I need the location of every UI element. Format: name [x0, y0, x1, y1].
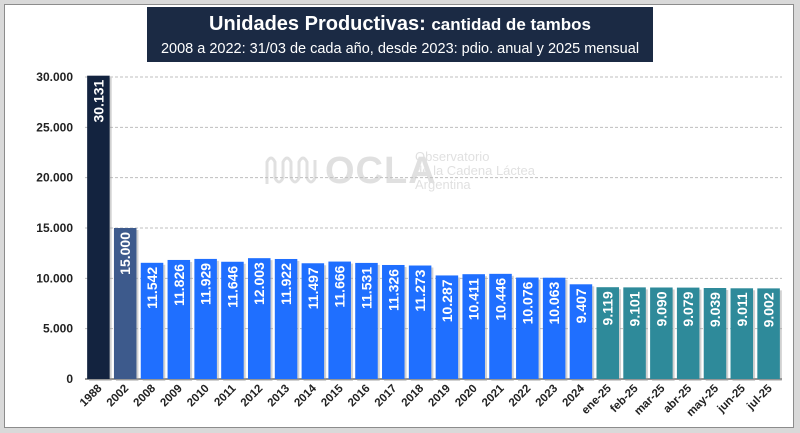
x-tick-label: 2016: [346, 383, 373, 410]
x-tick-label: 1988: [78, 382, 105, 409]
bar-2008: [140, 262, 164, 379]
bar-ene-25: [596, 287, 620, 379]
value-label: 9.101: [627, 291, 643, 326]
value-label: 15.000: [117, 232, 133, 275]
value-label: 9.119: [600, 291, 616, 325]
x-tick-label: 2012: [239, 383, 266, 410]
value-label: 9.011: [734, 292, 750, 326]
x-tick-label: 2021: [480, 382, 507, 409]
bar-2019: [435, 275, 459, 379]
x-tick-label: 2002: [105, 383, 132, 410]
y-tick-label: 5.000: [43, 322, 73, 336]
value-label: 10.076: [519, 281, 535, 324]
y-tick-label: 20.000: [36, 171, 73, 185]
logo-tagline: Observatorio de la Cadena Láctea Argenti…: [415, 150, 535, 192]
value-label: 9.079: [680, 291, 696, 326]
bar-2017: [382, 264, 405, 379]
value-label: 10.446: [493, 278, 509, 321]
value-label: 9.407: [573, 288, 589, 323]
logo-line-1: Observatorio: [415, 149, 490, 164]
value-label: 11.929: [198, 263, 214, 305]
bar-jun-25: [730, 288, 754, 379]
value-label: 12.003: [251, 262, 267, 305]
x-tick-label: mar-25: [632, 382, 668, 418]
y-tick-label: 25.000: [36, 120, 73, 134]
x-tick-label: jul-25: [744, 382, 775, 413]
y-tick-label: 15.000: [36, 221, 73, 235]
x-tick-label: 2011: [212, 382, 239, 409]
bar-2023: [542, 277, 566, 379]
logo-line-3: Argentina: [415, 177, 471, 192]
y-tick-label: 0: [66, 372, 73, 386]
logo-brand: OCLA: [325, 150, 437, 192]
bar-2018: [408, 265, 432, 379]
x-tick-label: 2008: [132, 382, 159, 409]
x-tick-label: 2018: [400, 382, 427, 409]
y-tick-label: 10.000: [36, 271, 73, 285]
bar-2009: [167, 259, 191, 379]
logo-line-2: de la Cadena Láctea: [415, 163, 535, 178]
bar-2013: [274, 258, 298, 379]
bar-2002: [113, 228, 137, 379]
x-tick-label: 2010: [185, 383, 212, 410]
x-tick-label: 2009: [158, 383, 185, 410]
x-tick-label: 2015: [319, 382, 346, 409]
value-label: 9.002: [761, 292, 777, 327]
chart-title-sub: cantidad de tambos: [431, 15, 591, 34]
x-tick-label: 2013: [266, 383, 293, 410]
bar-2021: [489, 273, 512, 379]
bar-2010: [194, 258, 217, 379]
value-label: 11.666: [332, 265, 348, 307]
bar-2012: [247, 258, 271, 379]
ocla-logo: OCLA Observatorio de la Cadena Láctea Ar…: [265, 148, 535, 198]
value-label: 11.497: [305, 267, 321, 309]
bar-2015: [328, 261, 351, 379]
bar-2024: [569, 284, 593, 379]
bar-1988: [87, 75, 110, 379]
bar-2014: [301, 263, 325, 379]
value-label: 11.273: [412, 269, 428, 311]
value-label: 11.326: [385, 269, 401, 311]
bar-abr-25: [676, 287, 700, 379]
value-label: 10.063: [546, 281, 562, 324]
chart-title: Unidades Productivas: cantidad de tambos: [147, 12, 653, 37]
value-label: 11.542: [144, 267, 160, 309]
bar-2011: [221, 261, 244, 379]
bar-may-25: [703, 288, 727, 379]
x-tick-label: 2020: [453, 383, 480, 410]
bar-2022: [516, 277, 539, 379]
chart-title-main: Unidades Productivas:: [209, 13, 426, 35]
ocla-wave-icon: [265, 156, 317, 184]
bar-jul-25: [757, 288, 780, 379]
chart-subtitle: 2008 a 2022: 31/03 de cada año, desde 20…: [160, 41, 640, 57]
x-tick-label: 2017: [373, 383, 400, 410]
x-tick-label: jun-25: [715, 382, 749, 416]
value-label: 10.287: [439, 279, 455, 322]
value-label: 11.826: [171, 264, 187, 306]
value-label: 11.646: [224, 266, 240, 308]
bar-mar-25: [650, 287, 673, 379]
value-label: 10.411: [466, 278, 482, 320]
bar-feb-25: [623, 287, 646, 379]
bar-2016: [355, 262, 378, 379]
value-label: 11.531: [358, 267, 374, 309]
value-label: 9.090: [653, 291, 669, 326]
value-label: 9.039: [707, 292, 723, 327]
x-tick-label: 2023: [534, 383, 561, 410]
value-label: 11.922: [278, 263, 294, 305]
x-tick-label: 2014: [292, 382, 319, 409]
y-tick-label: 30.000: [36, 70, 73, 84]
x-tick-label: 2022: [507, 383, 534, 410]
value-label: 30.131: [90, 79, 106, 122]
bar-2020: [462, 274, 485, 379]
x-tick-label: 2019: [426, 383, 453, 410]
x-tick-label: ene-25: [580, 382, 615, 417]
title-box: Unidades Productivas: cantidad de tambos…: [147, 7, 653, 62]
